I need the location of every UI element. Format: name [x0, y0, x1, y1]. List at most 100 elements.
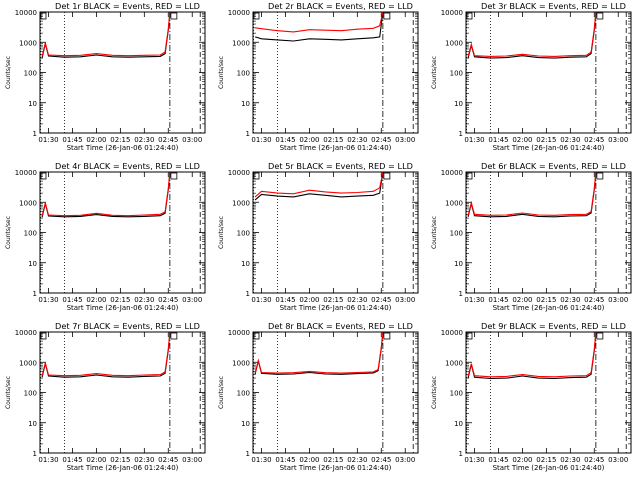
- y-axis-label: Counts/sec: [5, 56, 12, 89]
- y-tick-label: 10: [241, 260, 250, 268]
- x-tick-label: 01:30: [251, 136, 271, 144]
- x-tick-label: 02:15: [536, 136, 556, 144]
- x-tick-label: 01:30: [464, 296, 484, 304]
- y-tick-label: 1000: [232, 199, 250, 207]
- y-tick-label: 10: [28, 260, 37, 268]
- chart-title: Det 3r BLACK = Events, RED = LLD: [481, 1, 626, 11]
- x-tick-label: 02:15: [323, 456, 343, 464]
- chart-title: Det 8r BLACK = Events, RED = LLD: [268, 321, 413, 331]
- series-line-black: [467, 331, 597, 380]
- x-tick-label: 02:45: [371, 136, 391, 144]
- x-tick-label: 03:00: [395, 296, 415, 304]
- x-tick-label: 02:00: [86, 136, 106, 144]
- x-tick-label: 02:15: [323, 136, 343, 144]
- series-line-red: [254, 331, 384, 374]
- x-tick-label: 01:30: [38, 136, 58, 144]
- y-tick-label: 1000: [445, 39, 463, 47]
- chart-panel: Det 3r BLACK = Events, RED = LLD 1 10 100 10…: [431, 1, 632, 152]
- series-line-black: [467, 171, 597, 218]
- y-tick-label: 1: [246, 130, 250, 138]
- y-axis-label: Counts/sec: [431, 376, 438, 409]
- x-tick-label: 02:45: [371, 456, 391, 464]
- chart-title: Det 4r BLACK = Events, RED = LLD: [55, 161, 200, 171]
- x-tick-label: 02:00: [86, 296, 106, 304]
- series-line-black: [467, 11, 597, 59]
- y-tick-label: 100: [450, 390, 463, 398]
- x-tick-label: 01:30: [251, 456, 271, 464]
- x-tick-label: 01:45: [275, 456, 295, 464]
- x-tick-label: 01:30: [464, 456, 484, 464]
- x-tick-label: 02:00: [86, 456, 106, 464]
- x-tick-label: 01:45: [275, 136, 295, 144]
- x-tick-label: 03:00: [182, 456, 202, 464]
- y-tick-label: 10: [28, 100, 37, 108]
- x-tick-label: 01:45: [275, 296, 295, 304]
- x-tick-label: 03:00: [182, 296, 202, 304]
- x-tick-label: 02:00: [512, 456, 532, 464]
- x-tick-label: 02:30: [134, 136, 154, 144]
- corner-marker: [383, 332, 391, 340]
- y-tick-label: 100: [24, 230, 37, 238]
- x-tick-label: 02:45: [158, 136, 178, 144]
- y-axis-label: Counts/sec: [5, 216, 12, 249]
- corner-marker: [383, 172, 391, 180]
- plot-frame: [465, 331, 632, 454]
- corner-marker: [40, 172, 47, 180]
- chart-panel: Det 7r BLACK = Events, RED = LLD 1 10 100 10…: [5, 321, 206, 472]
- x-tick-label: 02:45: [158, 296, 178, 304]
- chart-panel: Det 4r BLACK = Events, RED = LLD 1 10 100 10…: [5, 161, 206, 312]
- x-tick-label: 01:45: [488, 136, 508, 144]
- x-tick-label: 02:45: [158, 456, 178, 464]
- chart-title: Det 7r BLACK = Events, RED = LLD: [55, 321, 200, 331]
- x-tick-label: 01:45: [62, 296, 82, 304]
- corner-marker: [596, 172, 604, 180]
- chart-title: Det 5r BLACK = Events, RED = LLD: [268, 161, 413, 171]
- y-tick-label: 10000: [441, 329, 463, 337]
- y-tick-label: 1: [33, 290, 37, 298]
- x-axis-label: Start Time (26-Jan-06 01:24:40): [493, 464, 605, 472]
- y-tick-label: 10000: [15, 9, 37, 17]
- x-tick-label: 02:15: [536, 296, 556, 304]
- corner-marker: [466, 172, 473, 180]
- plot-frame: [252, 11, 419, 134]
- y-tick-label: 1: [459, 130, 463, 138]
- chart-title: Det 6r BLACK = Events, RED = LLD: [481, 161, 626, 171]
- y-tick-label: 10: [454, 260, 463, 268]
- x-tick-label: 03:00: [608, 456, 628, 464]
- x-tick-label: 01:30: [38, 296, 58, 304]
- y-tick-label: 1: [33, 450, 37, 458]
- corner-marker: [383, 12, 391, 20]
- x-tick-label: 02:15: [110, 456, 130, 464]
- chart-title: Det 1r BLACK = Events, RED = LLD: [55, 1, 200, 11]
- series-line-red: [254, 171, 384, 198]
- series-line-red: [41, 331, 171, 377]
- series-line-black: [41, 171, 171, 218]
- chart-title: Det 2r BLACK = Events, RED = LLD: [268, 1, 413, 11]
- corner-marker: [253, 172, 260, 180]
- y-axis-label: Counts/sec: [431, 216, 438, 249]
- y-tick-label: 10: [454, 100, 463, 108]
- y-tick-label: 1: [459, 450, 463, 458]
- x-axis-label: Start Time (26-Jan-06 01:24:40): [280, 144, 392, 152]
- series-line-red: [41, 171, 171, 217]
- y-tick-label: 1: [33, 130, 37, 138]
- x-tick-label: 01:30: [38, 456, 58, 464]
- x-tick-label: 02:00: [512, 296, 532, 304]
- y-tick-label: 100: [24, 70, 37, 78]
- corner-marker: [596, 332, 604, 340]
- x-axis-label: Start Time (26-Jan-06 01:24:40): [67, 464, 179, 472]
- y-tick-label: 1000: [19, 199, 37, 207]
- y-tick-label: 100: [24, 390, 37, 398]
- y-tick-label: 1000: [445, 199, 463, 207]
- chart-panel: Det 8r BLACK = Events, RED = LLD 1 10 100 10…: [218, 321, 419, 472]
- y-tick-label: 10: [241, 420, 250, 428]
- x-tick-label: 02:15: [110, 296, 130, 304]
- y-axis-label: Counts/sec: [218, 376, 225, 409]
- x-tick-label: 02:30: [347, 456, 367, 464]
- series-line-black: [254, 11, 384, 42]
- x-tick-label: 01:45: [62, 136, 82, 144]
- x-tick-label: 02:30: [347, 136, 367, 144]
- y-tick-label: 100: [237, 70, 250, 78]
- y-tick-label: 1000: [445, 359, 463, 367]
- x-axis-label: Start Time (26-Jan-06 01:24:40): [493, 304, 605, 312]
